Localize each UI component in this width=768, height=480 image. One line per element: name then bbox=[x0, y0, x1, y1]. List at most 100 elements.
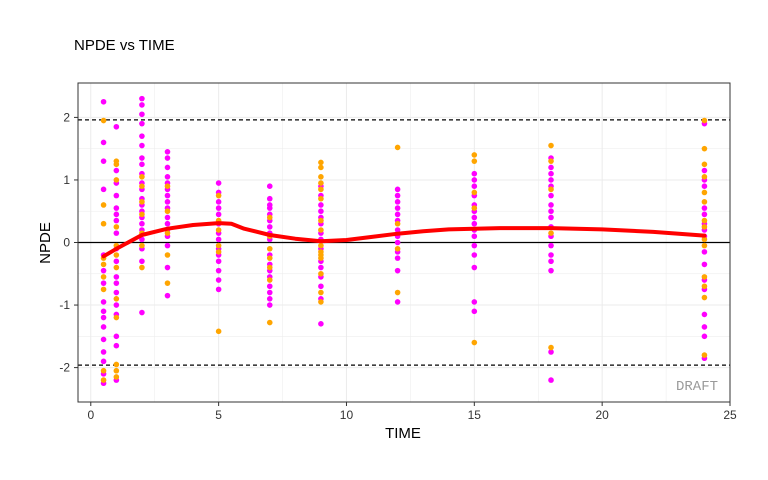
data-point bbox=[318, 270, 324, 277]
data-point bbox=[266, 264, 273, 271]
data-point bbox=[701, 189, 708, 196]
data-point bbox=[139, 264, 145, 271]
data-point bbox=[318, 164, 324, 171]
data-point bbox=[548, 158, 554, 164]
data-point bbox=[164, 292, 171, 299]
data-point bbox=[471, 170, 478, 177]
data-point bbox=[318, 299, 324, 305]
chart-title: NPDE vs TIME bbox=[74, 37, 175, 54]
data-point bbox=[113, 361, 120, 368]
data-point bbox=[215, 211, 222, 218]
data-point bbox=[471, 220, 478, 227]
data-point bbox=[548, 164, 554, 171]
data-point bbox=[548, 267, 554, 274]
data-point bbox=[394, 267, 401, 274]
data-point bbox=[100, 98, 107, 105]
data-point bbox=[548, 230, 554, 236]
data-point bbox=[164, 264, 171, 271]
data-point bbox=[113, 167, 120, 174]
data-point bbox=[318, 264, 324, 271]
x-tick-label: 20 bbox=[595, 408, 609, 422]
data-point bbox=[164, 214, 171, 221]
x-tick-label: 10 bbox=[340, 408, 354, 422]
x-tick-label: 15 bbox=[468, 408, 482, 422]
data-point bbox=[113, 367, 120, 374]
data-point bbox=[318, 208, 324, 215]
data-point bbox=[100, 202, 107, 208]
data-point bbox=[113, 264, 120, 271]
data-point bbox=[471, 299, 478, 305]
data-point bbox=[113, 258, 120, 265]
data-point bbox=[164, 164, 171, 171]
y-tick-label: -2 bbox=[59, 361, 70, 375]
data-point bbox=[100, 274, 107, 280]
data-point bbox=[266, 245, 273, 252]
data-point bbox=[394, 227, 401, 233]
data-point bbox=[139, 155, 145, 161]
data-point bbox=[701, 333, 708, 340]
data-point bbox=[100, 158, 107, 164]
data-point bbox=[701, 211, 708, 218]
data-point bbox=[318, 186, 324, 193]
data-point bbox=[471, 189, 478, 196]
data-point bbox=[701, 167, 708, 174]
data-point bbox=[701, 117, 708, 124]
data-point bbox=[139, 174, 145, 180]
y-tick-label: 0 bbox=[63, 236, 70, 250]
data-point bbox=[215, 192, 222, 199]
draft-watermark: DRAFT bbox=[676, 379, 718, 395]
data-point bbox=[471, 214, 478, 221]
data-point bbox=[701, 224, 708, 230]
data-point bbox=[113, 224, 120, 230]
data-point bbox=[113, 342, 120, 349]
data-point bbox=[113, 252, 120, 258]
data-point bbox=[100, 324, 107, 330]
data-point bbox=[548, 258, 554, 265]
data-point bbox=[701, 236, 708, 243]
data-point bbox=[471, 205, 478, 211]
data-point bbox=[139, 95, 145, 102]
data-point bbox=[318, 227, 324, 233]
data-point bbox=[139, 161, 145, 168]
data-point bbox=[139, 142, 145, 149]
data-point bbox=[100, 286, 107, 293]
data-point bbox=[318, 321, 324, 327]
data-point bbox=[701, 283, 708, 290]
data-point bbox=[548, 192, 554, 199]
data-point bbox=[266, 183, 273, 190]
data-point bbox=[100, 267, 107, 274]
data-point bbox=[113, 205, 120, 211]
data-point bbox=[701, 183, 708, 190]
x-axis-ticks: 0 5 10 15 20 25 bbox=[87, 402, 737, 422]
data-point bbox=[471, 264, 478, 271]
data-point bbox=[113, 217, 120, 224]
data-point bbox=[394, 220, 401, 227]
data-point bbox=[318, 255, 324, 261]
data-point bbox=[113, 161, 120, 168]
data-point bbox=[113, 333, 120, 340]
data-point bbox=[139, 120, 145, 127]
data-point bbox=[471, 242, 478, 249]
reference-lines bbox=[78, 119, 730, 366]
data-point bbox=[701, 217, 708, 224]
data-point bbox=[266, 195, 273, 202]
data-point bbox=[701, 145, 708, 152]
data-point bbox=[100, 358, 107, 365]
data-point bbox=[100, 308, 107, 315]
data-point bbox=[215, 258, 222, 265]
data-point bbox=[164, 149, 171, 155]
data-point bbox=[394, 205, 401, 211]
data-point bbox=[139, 183, 145, 190]
data-point bbox=[113, 314, 120, 321]
x-tick-label: 25 bbox=[723, 408, 737, 422]
data-point bbox=[100, 367, 107, 374]
data-point bbox=[701, 174, 708, 180]
x-axis-title: TIME bbox=[385, 425, 421, 442]
data-point bbox=[266, 205, 273, 211]
data-point bbox=[471, 183, 478, 190]
data-point bbox=[215, 328, 222, 335]
data-point bbox=[394, 192, 401, 199]
data-point bbox=[318, 202, 324, 208]
data-point bbox=[215, 205, 222, 211]
data-point bbox=[139, 258, 145, 265]
